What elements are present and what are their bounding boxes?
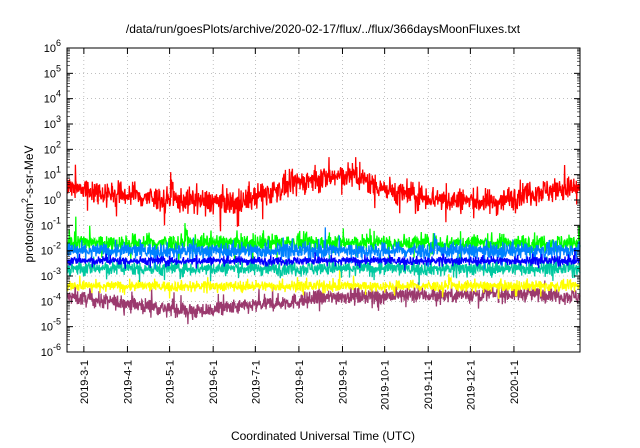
series-line-4 (66, 227, 581, 270)
y-tick-label: 106 (44, 38, 61, 55)
y-tick-label: 105 (44, 63, 61, 80)
x-tick-label: 2019-3-1 (79, 360, 91, 404)
chart-title: /data/run/goesPlots/archive/2020-02-17/f… (126, 22, 521, 36)
x-tick-labels: 2019-3-1 2019-4-1 2019-5-1 2019-6-1 2019-7-1… (79, 360, 521, 410)
series-line-0 (66, 280, 581, 325)
y-tick-label: 10-1 (41, 215, 61, 232)
y-axis-label-rest: -s-sr-MeV (22, 145, 36, 198)
y-axis-label-base: protons/cm (22, 203, 36, 262)
series-line-5 (66, 247, 581, 271)
series-line-6 (66, 157, 581, 232)
y-tick-label: 10-2 (41, 241, 61, 258)
x-tick-label: 2019-7-1 (250, 360, 262, 404)
y-tick-label: 101 (44, 165, 61, 182)
y-axis-label-sup: 2 (20, 198, 30, 203)
series-layer (66, 157, 581, 325)
y-tick-label: 10-6 (41, 342, 61, 359)
series-line-2 (66, 254, 581, 285)
y-tick-label: 10-3 (41, 266, 61, 283)
x-tick-label: 2019-9-1 (337, 360, 349, 404)
x-tick-label: 2019-8-1 (294, 360, 306, 404)
y-tick-label: 100 (44, 190, 61, 207)
y-tick-label: 10-5 (41, 317, 61, 334)
y-axis-label: protons/cm2-s-sr-MeV (20, 145, 36, 262)
y-tick-label: 102 (44, 139, 61, 156)
x-tick-label: 2019-10-1 (380, 360, 392, 410)
y-tick-label: 10-4 (41, 291, 61, 308)
x-tick-label: 2019-4-1 (122, 360, 134, 404)
x-tick-label: 2019-5-1 (165, 360, 177, 404)
x-axis-label: Coordinated Universal Time (UTC) (231, 429, 415, 443)
x-tick-label: 2019-12-1 (465, 360, 477, 410)
axis-ticks (67, 47, 580, 353)
y-tick-label: 104 (44, 89, 61, 106)
y-tick-label: 103 (44, 114, 61, 131)
series-line-1 (66, 270, 581, 299)
y-tick-labels: 106 105 104 103 102 101 100 10-1 10-2 10-3 10-4 10-… (41, 38, 61, 359)
x-tick-label: 2020-1-1 (509, 360, 521, 404)
x-tick-label: 2019-6-1 (208, 360, 220, 404)
x-tick-label: 2019-11-1 (423, 360, 435, 409)
